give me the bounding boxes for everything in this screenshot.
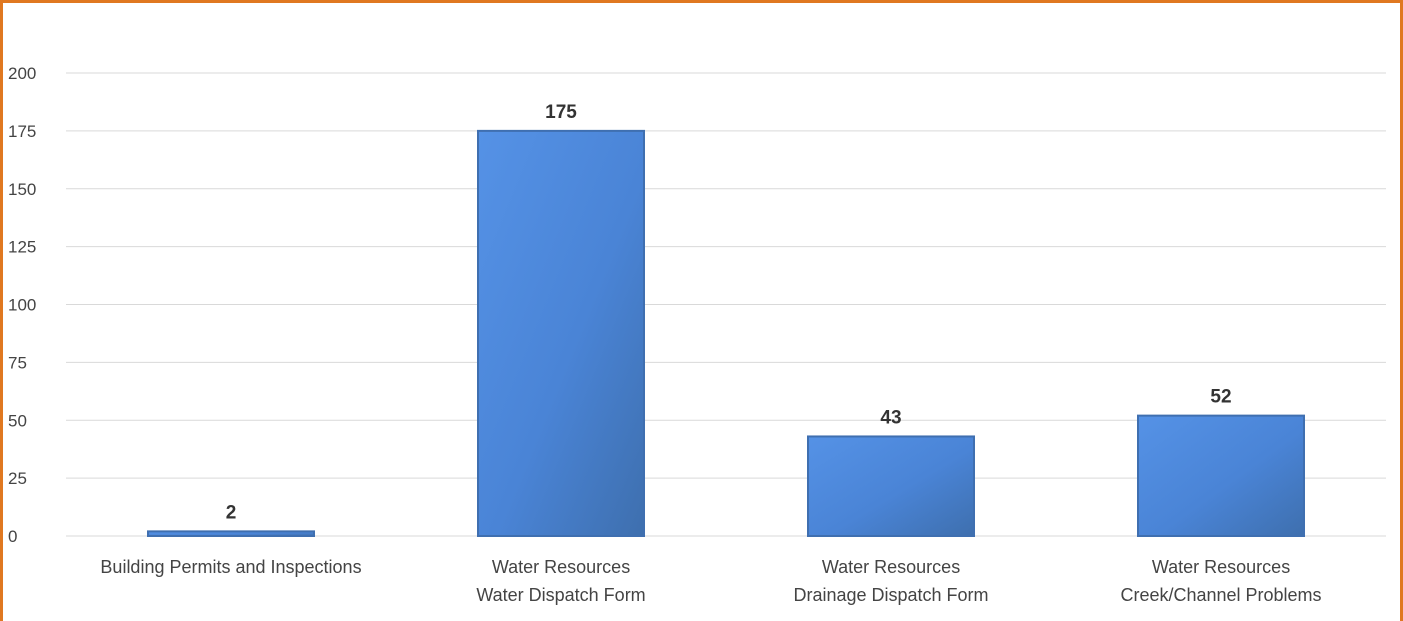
bar bbox=[147, 530, 315, 537]
bar bbox=[1137, 414, 1305, 537]
y-tick-label: 175 bbox=[8, 122, 36, 141]
category-label: Creek/Channel Problems bbox=[1120, 585, 1321, 605]
x-axis-categories: Building Permits and Inspections Water Re… bbox=[100, 557, 1321, 605]
bars bbox=[147, 129, 1305, 537]
category-label: Water Resources bbox=[822, 557, 960, 577]
y-tick-label: 25 bbox=[8, 469, 27, 488]
y-tick-label: 0 bbox=[8, 527, 17, 546]
category-label: Water Resources bbox=[1152, 557, 1290, 577]
y-tick-label: 150 bbox=[8, 180, 36, 199]
data-label: 175 bbox=[545, 102, 577, 123]
y-tick-label: 50 bbox=[8, 411, 27, 430]
y-tick-label: 125 bbox=[8, 238, 36, 257]
bar bbox=[807, 435, 975, 537]
category-label: Drainage Dispatch Form bbox=[793, 585, 988, 605]
data-label: 43 bbox=[880, 407, 901, 428]
y-tick-label: 200 bbox=[8, 64, 36, 83]
category-label: Water Resources bbox=[492, 557, 630, 577]
data-label: 52 bbox=[1210, 387, 1231, 408]
bar bbox=[477, 129, 645, 537]
y-tick-label: 100 bbox=[8, 296, 36, 315]
gridlines bbox=[66, 72, 1386, 537]
bar-chart: 0 25 50 75 100 125 150 175 200 2 175 43 52 Building… bbox=[8, 64, 1386, 605]
category-label: Building Permits and Inspections bbox=[100, 557, 361, 577]
data-labels: 2 175 43 52 bbox=[226, 102, 1232, 523]
category-label: Water Dispatch Form bbox=[476, 585, 645, 605]
y-axis-ticks: 0 25 50 75 100 125 150 175 200 bbox=[8, 64, 36, 546]
y-tick-label: 75 bbox=[8, 353, 27, 372]
data-label: 2 bbox=[226, 502, 237, 523]
